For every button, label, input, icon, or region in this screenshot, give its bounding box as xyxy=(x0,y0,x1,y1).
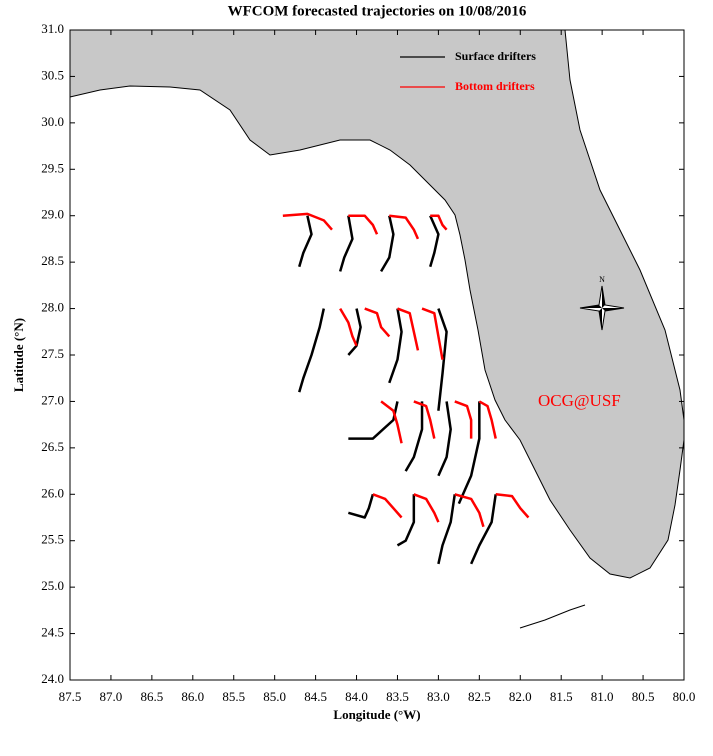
keys xyxy=(519,604,586,629)
trajectory xyxy=(413,400,436,439)
trajectory xyxy=(338,215,354,272)
trajectory xyxy=(347,308,362,356)
y-tick-label: 29.5 xyxy=(41,160,64,175)
x-tick-label: 86.5 xyxy=(140,689,163,704)
trajectory xyxy=(388,308,403,384)
y-tick-label: 25.5 xyxy=(41,532,64,547)
trajectory xyxy=(339,307,358,347)
x-tick-label: 87.5 xyxy=(59,689,82,704)
y-tick-label: 31.0 xyxy=(41,21,64,36)
x-tick-label: 85.5 xyxy=(222,689,245,704)
trajectory xyxy=(372,493,403,519)
trajectory xyxy=(396,494,416,547)
compass xyxy=(579,285,625,331)
x-tick-label: 81.5 xyxy=(550,689,573,704)
trajectory xyxy=(364,307,391,338)
trajectory xyxy=(437,401,452,477)
trajectory xyxy=(348,401,399,440)
legend-label: Bottom drifters xyxy=(455,79,535,93)
trajectory xyxy=(298,215,313,268)
x-tick-label: 80.0 xyxy=(673,689,696,704)
y-tick-label: 27.0 xyxy=(41,392,64,407)
trajectory xyxy=(397,307,420,351)
compass-label: N xyxy=(599,275,605,284)
trajectory xyxy=(282,212,333,231)
y-tick-label: 30.0 xyxy=(41,114,64,129)
trajectory xyxy=(457,401,481,505)
x-tick-label: 84.0 xyxy=(345,689,368,704)
x-tick-label: 81.0 xyxy=(591,689,614,704)
x-tick-label: 82.0 xyxy=(509,689,532,704)
legend-label: Surface drifters xyxy=(455,49,536,63)
y-tick-label: 28.5 xyxy=(41,253,64,268)
y-tick-label: 30.5 xyxy=(41,67,64,82)
x-tick-label: 85.0 xyxy=(263,689,286,704)
y-tick-label: 24.5 xyxy=(41,625,64,640)
trajectory xyxy=(421,307,444,360)
trajectory xyxy=(404,401,424,472)
trajectory xyxy=(454,400,473,439)
x-tick-label: 87.0 xyxy=(100,689,123,704)
trajectory xyxy=(437,494,457,565)
trajectory xyxy=(454,493,485,528)
trajectory xyxy=(429,215,440,268)
y-tick-label: 25.0 xyxy=(41,578,64,593)
trajectory xyxy=(380,215,395,273)
trajectory xyxy=(348,493,375,519)
x-tick-label: 86.0 xyxy=(181,689,204,704)
trajectory xyxy=(413,493,440,523)
trajectory xyxy=(380,400,403,444)
y-tick-label: 28.0 xyxy=(41,300,64,315)
x-tick-label: 83.0 xyxy=(427,689,450,704)
trajectory xyxy=(348,214,379,235)
trajectory xyxy=(389,214,420,240)
y-tick-label: 29.0 xyxy=(41,207,64,222)
x-tick-label: 83.5 xyxy=(386,689,409,704)
y-tick-label: 26.0 xyxy=(41,485,64,500)
y-tick-label: 24.0 xyxy=(41,671,64,686)
trajectory xyxy=(298,308,326,393)
trajectory xyxy=(437,308,448,411)
y-axis-label: Latitude (°N) xyxy=(11,318,26,392)
x-tick-label: 82.5 xyxy=(468,689,491,704)
y-tick-label: 26.5 xyxy=(41,439,64,454)
annotation: OCG@USF xyxy=(538,391,621,410)
chart-title: WFCOM forecasted trajectories on 10/08/2… xyxy=(228,3,527,19)
x-axis-label: Longitude (°W) xyxy=(333,707,420,722)
trajectory xyxy=(495,493,530,519)
y-tick-label: 27.5 xyxy=(41,346,64,361)
trajectory xyxy=(478,400,497,439)
trajectory xyxy=(430,214,448,231)
x-tick-label: 80.5 xyxy=(632,689,655,704)
trajectory xyxy=(470,494,497,565)
x-tick-label: 84.5 xyxy=(304,689,327,704)
land xyxy=(69,29,685,579)
